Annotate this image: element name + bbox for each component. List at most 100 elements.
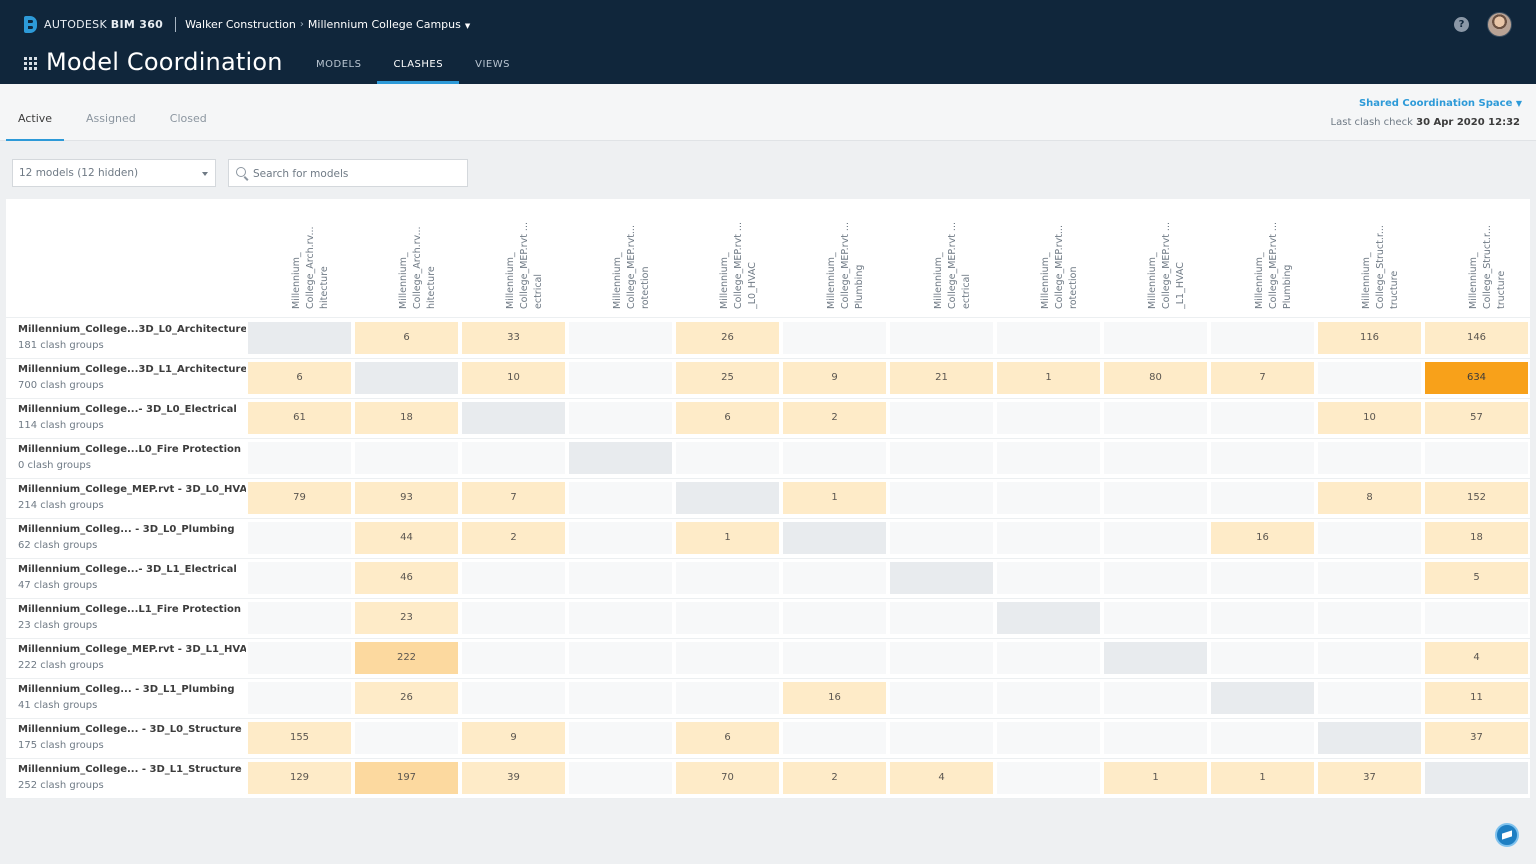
matrix-cell[interactable]: 79 <box>248 482 351 514</box>
help-icon[interactable]: ? <box>1454 17 1469 32</box>
column-header[interactable]: Millennium_ College_MEP.rvt ... ectrical <box>890 199 997 318</box>
matrix-cell[interactable]: 37 <box>1318 762 1421 794</box>
user-avatar[interactable] <box>1487 12 1512 37</box>
apps-grid-icon[interactable] <box>24 57 37 70</box>
column-header[interactable]: Millennium_ College_Arch.rv... hitecture <box>248 199 355 318</box>
matrix-cell[interactable]: 23 <box>355 602 458 634</box>
tab-closed[interactable]: Closed <box>169 112 207 125</box>
coordination-space-dropdown[interactable]: Shared Coordination Space ▼ <box>1359 98 1522 109</box>
breadcrumb-company[interactable]: Walker Construction <box>185 17 296 31</box>
matrix-cell[interactable]: 6 <box>248 362 351 394</box>
matrix-cell[interactable]: 7 <box>1211 362 1314 394</box>
matrix-cell[interactable]: 16 <box>1211 522 1314 554</box>
column-header[interactable]: Millennium_ College_Struct.r... tructure <box>1425 199 1532 318</box>
column-header[interactable]: Millennium_ College_MEP.rvt... rotection <box>997 199 1104 318</box>
matrix-cell[interactable]: 1 <box>783 482 886 514</box>
matrix-cell[interactable]: 16 <box>783 682 886 714</box>
matrix-cell[interactable]: 129 <box>248 762 351 794</box>
breadcrumb-project[interactable]: Millennium College Campus ▼ <box>308 18 470 31</box>
row-model-label[interactable]: Millennium_College_MEP.rvt - 3D_L1_HVAC 2… <box>18 644 246 671</box>
row-model-label[interactable]: Millennium_College...- 3D_L0_Electrical 1… <box>18 404 246 431</box>
matrix-cell[interactable]: 6 <box>676 402 779 434</box>
matrix-cell-self <box>890 562 993 594</box>
column-header[interactable]: Millennium_ College_Arch.rv... hitecture <box>355 199 462 318</box>
model-search-input[interactable] <box>253 164 463 183</box>
column-header[interactable]: Millennium_ College_MEP.rvt ... _L1_HVAC <box>1104 199 1211 318</box>
matrix-cell <box>676 682 779 714</box>
matrix-cell[interactable]: 93 <box>355 482 458 514</box>
matrix-cell[interactable]: 1 <box>1104 762 1207 794</box>
row-model-label[interactable]: Millennium_Colleg... - 3D_L1_Plumbing 41 … <box>18 684 246 711</box>
column-header[interactable]: Millennium_ College_MEP.rvt ... _L0_HVAC <box>676 199 783 318</box>
column-header[interactable]: Millennium_ College_MEP.rvt ... ectrical <box>462 199 569 318</box>
matrix-cell[interactable]: 2 <box>462 522 565 554</box>
matrix-cell[interactable]: 1 <box>676 522 779 554</box>
matrix-cell <box>676 642 779 674</box>
matrix-cell[interactable]: 10 <box>462 362 565 394</box>
brand-name[interactable]: AUTODESK BIM 360 <box>44 18 163 31</box>
row-model-label[interactable]: Millennium_College... - 3D_L0_Structure 1… <box>18 724 246 751</box>
row-model-label[interactable]: Millennium_College...- 3D_L1_Electrical 4… <box>18 564 246 591</box>
matrix-cell[interactable]: 1 <box>997 362 1100 394</box>
matrix-cell[interactable]: 152 <box>1425 482 1528 514</box>
matrix-cell[interactable]: 222 <box>355 642 458 674</box>
row-model-label[interactable]: Millennium_Colleg... - 3D_L0_Plumbing 62 … <box>18 524 246 551</box>
matrix-cell[interactable]: 21 <box>890 362 993 394</box>
matrix-cell[interactable]: 26 <box>355 682 458 714</box>
matrix-cell[interactable]: 11 <box>1425 682 1528 714</box>
matrix-cell[interactable]: 18 <box>1425 522 1528 554</box>
matrix-cell[interactable]: 57 <box>1425 402 1528 434</box>
matrix-cell[interactable]: 4 <box>1425 642 1528 674</box>
models-select[interactable]: 12 models (12 hidden) <box>12 159 216 187</box>
row-model-label[interactable]: Millennium_College...3D_L0_Architecture 1… <box>18 324 246 351</box>
matrix-cell[interactable]: 37 <box>1425 722 1528 754</box>
matrix-cell[interactable]: 10 <box>1318 402 1421 434</box>
column-header[interactable]: Millennium_ College_MEP.rvt ... Plumbing <box>783 199 890 318</box>
row-model-label[interactable]: Millennium_College...L1_Fire Protection 2… <box>18 604 246 631</box>
matrix-cell[interactable]: 80 <box>1104 362 1207 394</box>
matrix-cell[interactable]: 33 <box>462 322 565 354</box>
tab-clashes[interactable]: CLASHES <box>377 50 459 84</box>
matrix-cell[interactable]: 7 <box>462 482 565 514</box>
clash-subheader: Active Assigned Closed Shared Coordination… <box>0 84 1536 141</box>
tab-models[interactable]: MODELS <box>316 59 362 70</box>
matrix-cell[interactable]: 61 <box>248 402 351 434</box>
matrix-cell[interactable]: 25 <box>676 362 779 394</box>
row-clash-count: 41 clash groups <box>18 700 98 711</box>
bim360-logo-icon[interactable] <box>24 15 37 33</box>
column-header[interactable]: Millennium_ College_MEP.rvt... rotection <box>569 199 676 318</box>
matrix-cell[interactable]: 1 <box>1211 762 1314 794</box>
matrix-cell[interactable]: 6 <box>355 322 458 354</box>
matrix-cell[interactable]: 44 <box>355 522 458 554</box>
matrix-cell[interactable]: 2 <box>783 762 886 794</box>
matrix-cell[interactable]: 18 <box>355 402 458 434</box>
row-model-label[interactable]: Millennium_College...L0_Fire Protection 0… <box>18 444 246 471</box>
matrix-cell[interactable]: 146 <box>1425 322 1528 354</box>
tab-active[interactable]: Active <box>6 102 65 141</box>
column-header[interactable]: Millennium_ College_MEP.rvt ... Plumbing <box>1211 199 1318 318</box>
tab-views[interactable]: VIEWS <box>475 59 510 70</box>
matrix-cell[interactable]: 5 <box>1425 562 1528 594</box>
column-header[interactable]: Millennium_ College_Struct.r... tructure <box>1318 199 1425 318</box>
matrix-cell[interactable]: 6 <box>676 722 779 754</box>
matrix-cell[interactable]: 39 <box>462 762 565 794</box>
row-model-label[interactable]: Millennium_College... - 3D_L1_Structure 2… <box>18 764 246 791</box>
matrix-cell[interactable]: 116 <box>1318 322 1421 354</box>
matrix-cell[interactable]: 46 <box>355 562 458 594</box>
matrix-cell[interactable]: 26 <box>676 322 779 354</box>
learning-icon[interactable] <box>1495 823 1519 847</box>
tab-assigned[interactable]: Assigned <box>86 112 136 125</box>
matrix-cell[interactable]: 4 <box>890 762 993 794</box>
matrix-cell-self <box>783 522 886 554</box>
row-model-label[interactable]: Millennium_College_MEP.rvt - 3D_L0_HVAC 2… <box>18 484 246 511</box>
matrix-cell[interactable]: 9 <box>783 362 886 394</box>
matrix-cell[interactable]: 634 <box>1425 362 1528 394</box>
matrix-cell[interactable]: 197 <box>355 762 458 794</box>
matrix-cell[interactable]: 9 <box>462 722 565 754</box>
matrix-cell[interactable]: 2 <box>783 402 886 434</box>
matrix-cell[interactable]: 155 <box>248 722 351 754</box>
matrix-cell[interactable]: 70 <box>676 762 779 794</box>
matrix-cell <box>997 322 1100 354</box>
row-model-label[interactable]: Millennium_College...3D_L1_Architecture 7… <box>18 364 246 391</box>
matrix-cell[interactable]: 8 <box>1318 482 1421 514</box>
